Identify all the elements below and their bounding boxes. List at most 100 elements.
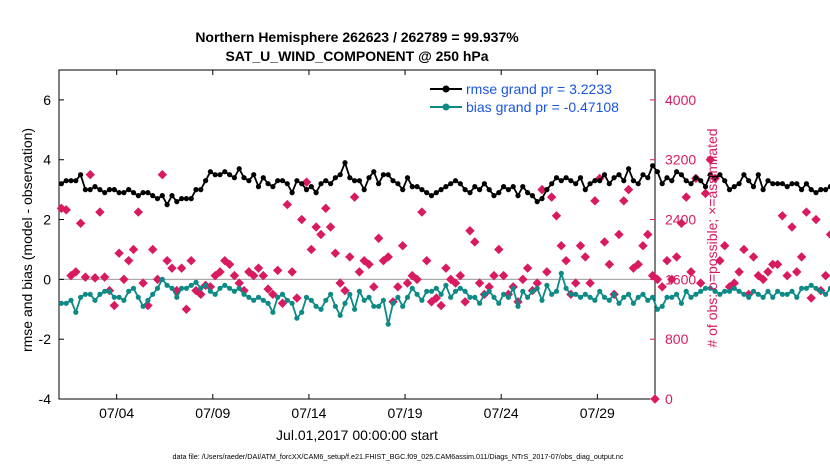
rmse-point: [722, 178, 728, 184]
rmse-point: [116, 190, 122, 196]
obs-assimilated-marker: [695, 278, 706, 288]
obs-assimilated-marker: [470, 237, 480, 247]
bias-point: [601, 294, 608, 300]
obs-assimilated-marker: [186, 255, 196, 266]
bias-point: [457, 285, 463, 291]
rmse-point: [549, 181, 555, 187]
rmse-point: [712, 175, 718, 181]
rmse-point: [611, 175, 617, 181]
rmse-point: [496, 190, 502, 196]
obs-assimilated-marker: [748, 252, 759, 262]
bias-point: [630, 300, 637, 306]
obs-assimilated-marker: [700, 188, 711, 199]
rmse-point: [198, 187, 204, 193]
rmse-point: [121, 190, 127, 196]
obs-assimilated-marker: [393, 282, 403, 292]
rmse-point: [760, 187, 766, 193]
obs-assimilated-marker: [85, 169, 95, 180]
obs-assimilated-marker: [421, 255, 432, 266]
obs-assimilated-marker: [56, 203, 67, 214]
obs-assimilated-marker: [441, 263, 451, 273]
rmse-point: [212, 172, 218, 178]
obs-assimilated-marker: [412, 274, 422, 285]
left-tick-label: 0: [43, 271, 51, 287]
bias-point: [87, 291, 93, 297]
rmse-point: [669, 178, 675, 184]
obs-assimilated-marker: [369, 282, 379, 292]
rmse-point: [726, 187, 733, 193]
bias-point: [789, 288, 795, 294]
rmse-point: [803, 181, 810, 187]
obs-assimilated-marker: [99, 272, 110, 282]
bias-point: [126, 288, 132, 294]
rmse-point: [789, 181, 795, 187]
rmse-point: [601, 172, 608, 178]
obs-assimilated-marker: [758, 274, 768, 285]
bias-point: [616, 300, 622, 306]
bias-point: [750, 288, 757, 294]
rmse-point: [63, 178, 69, 184]
obs-assimilated-marker: [253, 263, 264, 273]
rmse-point: [438, 187, 444, 193]
bias-point: [140, 303, 146, 309]
bias-point: [207, 288, 213, 294]
rmse-point: [741, 172, 747, 178]
bias-point: [356, 288, 362, 294]
y-axis-left-label: rmse and bias (model - observation): [19, 128, 35, 352]
obs-assimilated-marker: [397, 241, 408, 251]
bias-point: [231, 288, 237, 294]
rmse-point: [784, 184, 790, 190]
obs-assimilated-marker: [753, 270, 764, 281]
obs-assimilated-marker: [80, 272, 91, 282]
bias-point: [265, 300, 271, 306]
bias-point: [361, 297, 367, 303]
rmse-point: [491, 193, 497, 199]
rmse-point: [799, 187, 805, 193]
rmse-point: [174, 199, 180, 205]
rmse-point: [102, 190, 108, 196]
rmse-point: [164, 202, 170, 208]
obs-assimilated-marker: [647, 270, 658, 281]
rmse-point: [154, 196, 161, 202]
data-file-footer: data file: /Users/raeder/DAI/ATM_forcXX/…: [173, 452, 624, 461]
rmse-point: [433, 190, 439, 196]
bias-point: [294, 315, 300, 321]
rmse-point: [255, 184, 262, 190]
bias-point: [621, 294, 627, 300]
bias-point: [563, 285, 569, 291]
bias-point: [635, 294, 641, 300]
bias-point: [611, 291, 617, 297]
bias-point: [496, 300, 502, 306]
obs-assimilated-marker: [652, 274, 663, 285]
rmse-point: [376, 181, 382, 187]
bias-point: [597, 288, 603, 294]
rmse-point: [674, 169, 680, 175]
bias-point: [640, 291, 646, 297]
obs-assimilated-marker: [292, 293, 302, 303]
bias-point: [775, 288, 781, 294]
rmse-point: [193, 187, 199, 193]
legend-rmse-marker: [442, 85, 450, 93]
rmse-point: [203, 178, 209, 184]
rmse-point: [731, 184, 737, 190]
obs-assimilated-marker: [676, 218, 687, 228]
left-tick-label: -2: [39, 331, 52, 347]
bias-point: [577, 294, 584, 300]
rmse-point: [539, 196, 545, 202]
bias-point: [159, 276, 165, 282]
obs-assimilated-marker: [263, 284, 273, 294]
bias-point: [650, 294, 656, 300]
obs-assimilated-marker: [287, 267, 297, 277]
obs-assimilated-marker: [354, 267, 365, 277]
rmse-point: [328, 181, 334, 187]
bias-point: [529, 288, 536, 294]
rmse-point: [486, 187, 492, 193]
bias-point: [573, 291, 579, 297]
rmse-point: [452, 178, 459, 184]
rmse-point: [505, 187, 511, 193]
rmse-point: [606, 181, 612, 187]
obs-assimilated-marker: [167, 263, 177, 273]
bias-point: [433, 285, 439, 291]
rmse-point: [592, 178, 598, 184]
bias-point: [683, 288, 689, 294]
